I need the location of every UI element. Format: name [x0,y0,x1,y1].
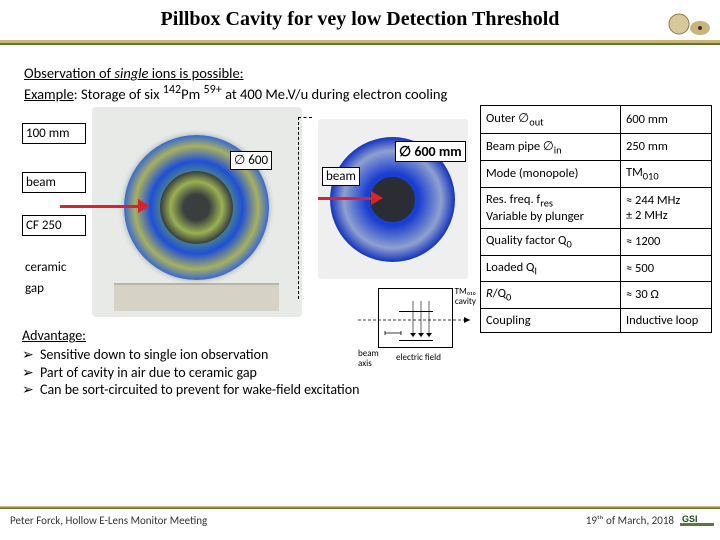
main-content: 100 mm beam CF 250 ceramic gap ∅ 600 bea… [0,105,720,435]
spec-val: 250 mm [621,133,712,161]
advantage-item: Can be sort-circuited to prevent for wak… [22,381,362,399]
spec-row: CouplingInductive loop [481,308,712,332]
label-ceramic: ceramic [22,258,86,277]
spec-val: TM010 [621,161,712,188]
label-beam: beam [22,172,86,193]
dim-line-right [298,117,299,299]
spec-key: Coupling [481,308,621,332]
spec-val: ≈ 30 Ω [621,282,712,309]
dim-t [298,117,312,118]
spec-val: ≈ 500 [621,255,712,282]
label-100mm: 100 mm [22,123,86,144]
spec-row: Mode (monopole)TM010 [481,161,712,188]
sch-cavity: cavity [455,296,476,307]
spec-key: Outer ∅out [481,106,621,134]
spec-key: Mode (monopole) [481,161,621,188]
label-gap: gap [22,279,86,298]
sch-efield: electric field [396,352,441,363]
svg-text:GSI: GSI [682,514,698,524]
advantage-title: Advantage: [22,327,362,344]
intro-1b: single [114,64,148,82]
charge: 59+ [204,82,222,97]
footer-left: Peter Forck, Hollow E-Lens Monitor Meeti… [10,514,207,527]
intro-2c: at 400 Me.V/u during electron cooling [222,85,448,103]
spec-val: ≈ 1200 [621,229,712,256]
header-divider [0,40,720,45]
beam-axis-line [358,316,476,324]
spec-val: 600 mm [621,106,712,134]
beam2-label: beam [322,167,360,186]
spec-row: R/Q0≈ 30 Ω [481,282,712,309]
spec-key: Res. freq. fresVariable by plunger [481,187,621,229]
schematic-diagram: TM₀₁₀ cavity beam axis electric field [358,280,476,388]
spec-row: Quality factor Q0≈ 1200 [481,229,712,256]
advantage-block: Advantage: Sensitive down to single ion … [22,327,362,399]
intro-text: Observation of single ions is possible: … [0,48,720,105]
intro-2b: : Storage of six [74,85,163,103]
spec-val: ≈ 244 MHz± 2 MHz [621,187,712,229]
beam-arrow-1 [60,205,140,208]
beam-arrow-2 [318,197,373,200]
intro-1a: Observation of [24,64,114,82]
spec-key: Loaded Ql [481,255,621,282]
header-logo-icon [664,6,714,44]
dim-600mm-label: ∅ 600 mm [395,141,466,162]
intro-1c: ions is possible: [148,64,243,82]
footer-right: 19ᵗʰ of March, 2018 [586,514,674,527]
footer-divider [0,506,720,509]
cavity-render-1 [92,107,302,317]
page-title: Pillbox Cavity for vey low Detection Thr… [0,0,720,31]
isotope: 142 [163,82,181,97]
spec-val: Inductive loop [621,308,712,332]
element: Pm [181,85,203,103]
spec-row: Outer ∅out600 mm [481,106,712,134]
spec-key: Quality factor Q0 [481,229,621,256]
footer: Peter Forck, Hollow E-Lens Monitor Meeti… [0,508,720,534]
label-column: 100 mm beam CF 250 ceramic gap [22,123,86,320]
label-cf250: CF 250 [22,215,86,236]
cavity-inner-hole [160,171,233,244]
advantage-item: Part of cavity in air due to ceramic gap [22,364,362,382]
spec-row: Beam pipe ∅in250 mm [481,133,712,161]
spec-table: Outer ∅out600 mmBeam pipe ∅in250 mmMode … [480,105,712,333]
spec-key: R/Q0 [481,282,621,309]
dim-600-label: ∅ 600 [230,151,272,170]
spec-row: Res. freq. fresVariable by plunger≈ 244 … [481,187,712,229]
cavity-base [114,283,279,311]
spec-key: Beam pipe ∅in [481,133,621,161]
intro-2a: Example [24,85,74,103]
advantage-item: Sensitive down to single ion observation [22,346,362,364]
gsi-logo-icon: GSI [680,512,714,532]
spec-row: Loaded Ql≈ 500 [481,255,712,282]
